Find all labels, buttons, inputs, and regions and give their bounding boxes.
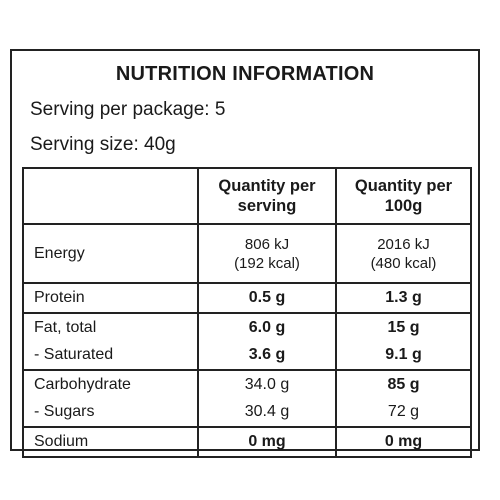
table-row-protein: Protein 0.5 g 1.3 g xyxy=(22,282,472,314)
nutrition-table: Quantity per serving Quantity per 100g E… xyxy=(22,167,472,458)
table-header-row: Quantity per serving Quantity per 100g xyxy=(22,167,472,225)
sodium-label: Sodium xyxy=(22,426,199,458)
sugars-per-serving: 30.4 g xyxy=(197,398,337,428)
panel-title: NUTRITION INFORMATION xyxy=(115,63,375,85)
fat-total-per-serving: 6.0 g xyxy=(197,312,337,341)
table-row-sugars: - Sugars 30.4 g 72 g xyxy=(22,398,472,428)
header-per-serving: Quantity per serving xyxy=(197,167,337,225)
nutrition-panel: NUTRITION INFORMATION Serving per packag… xyxy=(10,49,480,458)
header-per-100g-line2: 100g xyxy=(384,197,423,215)
header-per-100g-line1: Quantity per xyxy=(354,177,453,195)
energy-per-serving: 806 kJ (192 kcal) xyxy=(197,223,337,284)
energy-per-serving-kj: 806 kJ xyxy=(244,235,290,253)
table-row-energy: Energy 806 kJ (192 kcal) 2016 kJ (480 kc… xyxy=(22,223,472,284)
serving-size: Serving size: 40g xyxy=(30,134,176,155)
saturated-per-100g: 9.1 g xyxy=(335,341,472,371)
sodium-per-serving: 0 mg xyxy=(197,426,337,458)
energy-label: Energy xyxy=(22,223,199,284)
sodium-per-100g: 0 mg xyxy=(335,426,472,458)
energy-per-100g-kcal: (480 kcal) xyxy=(370,254,437,272)
saturated-per-serving: 3.6 g xyxy=(197,341,337,371)
table-row-carbohydrate: Carbohydrate 34.0 g 85 g xyxy=(22,369,472,398)
header-per-serving-line2: serving xyxy=(237,197,297,215)
header-per-serving-line1: Quantity per xyxy=(218,177,316,195)
energy-per-100g: 2016 kJ (480 kcal) xyxy=(335,223,472,284)
carbohydrate-label: Carbohydrate xyxy=(22,369,199,398)
sugars-label: - Sugars xyxy=(22,398,199,428)
protein-per-serving: 0.5 g xyxy=(197,282,337,314)
serving-per-package: Serving per package: 5 xyxy=(30,99,226,120)
saturated-label: - Saturated xyxy=(22,341,199,371)
table-row-fat-total: Fat, total 6.0 g 15 g xyxy=(22,312,472,341)
carbohydrate-per-serving: 34.0 g xyxy=(197,369,337,398)
protein-per-100g: 1.3 g xyxy=(335,282,472,314)
header-per-100g: Quantity per 100g xyxy=(335,167,472,225)
sugars-per-100g: 72 g xyxy=(335,398,472,428)
fat-total-label: Fat, total xyxy=(22,312,199,341)
table-row-sodium: Sodium 0 mg 0 mg xyxy=(22,426,472,458)
header-empty-cell xyxy=(22,167,199,225)
protein-label: Protein xyxy=(22,282,199,314)
energy-per-100g-kj: 2016 kJ xyxy=(377,235,430,253)
energy-per-serving-kcal: (192 kcal) xyxy=(234,254,300,272)
fat-total-per-100g: 15 g xyxy=(335,312,472,341)
table-row-saturated: - Saturated 3.6 g 9.1 g xyxy=(22,341,472,371)
carbohydrate-per-100g: 85 g xyxy=(335,369,472,398)
